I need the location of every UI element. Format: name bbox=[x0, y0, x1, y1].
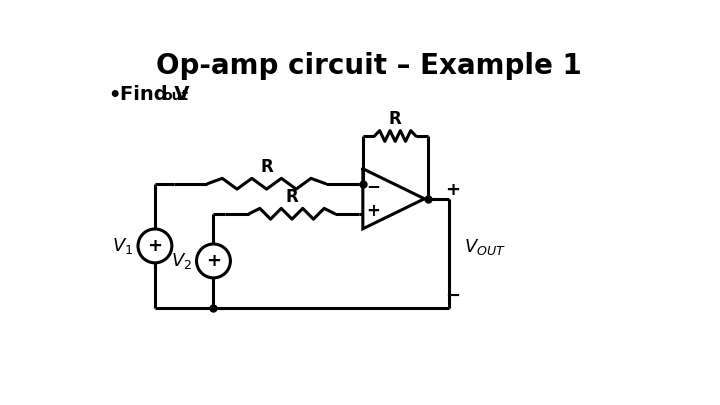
Text: +: + bbox=[206, 252, 221, 270]
Text: +: + bbox=[148, 237, 163, 255]
Text: R: R bbox=[260, 158, 273, 176]
Text: •: • bbox=[109, 85, 121, 104]
Text: −: − bbox=[366, 177, 381, 195]
Text: +: + bbox=[366, 202, 381, 220]
Text: out: out bbox=[163, 90, 189, 103]
Text: −: − bbox=[446, 287, 461, 305]
Text: $V_2$: $V_2$ bbox=[171, 251, 192, 271]
Text: Op-amp circuit – Example 1: Op-amp circuit – Example 1 bbox=[156, 53, 582, 81]
Text: R: R bbox=[286, 188, 298, 206]
Text: R: R bbox=[389, 110, 402, 128]
Text: $V_{OUT}$: $V_{OUT}$ bbox=[464, 237, 506, 257]
Text: Find V: Find V bbox=[120, 85, 189, 104]
Text: +: + bbox=[446, 181, 460, 198]
Text: $V_1$: $V_1$ bbox=[112, 236, 133, 256]
